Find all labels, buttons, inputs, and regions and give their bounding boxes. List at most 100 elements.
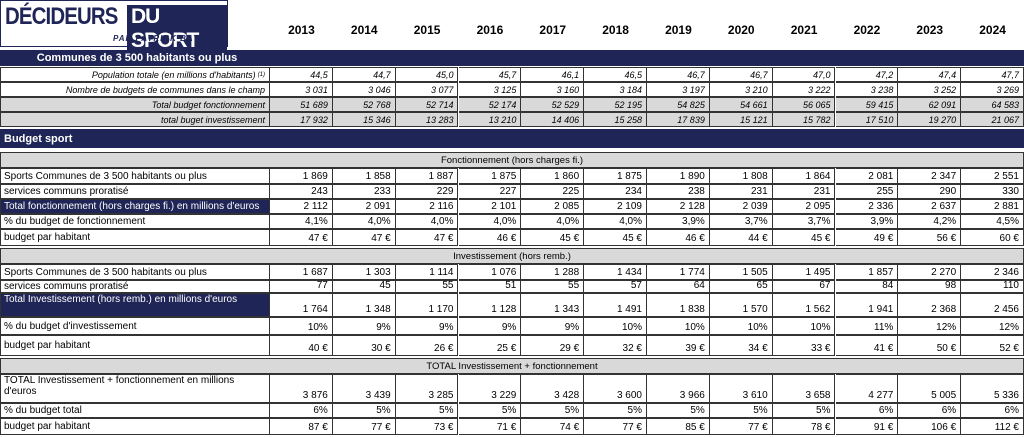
cell: 106 € (898, 418, 962, 435)
cell: 47,4 (898, 67, 962, 82)
cell: 3 031 (270, 82, 333, 97)
row-label-text: Sports Communes de 3 500 habitants ou pl… (4, 266, 207, 278)
cell: 233 (332, 184, 396, 199)
cell: 5% (458, 403, 522, 418)
cell: 4,2% (898, 214, 962, 229)
cell: 330 (961, 184, 1024, 199)
cell: 1 838 (647, 293, 710, 317)
cell: 231 (772, 184, 836, 199)
cell: 45,7 (458, 67, 522, 82)
cell: 55 (395, 280, 459, 293)
cell: 1 875 (458, 168, 522, 184)
cell: 12% (898, 317, 962, 335)
cell: 1 890 (647, 168, 710, 184)
logo-text: DÉCIDEURS (5, 3, 118, 30)
cell: 1 076 (458, 264, 522, 280)
cell: 1 869 (270, 168, 333, 184)
cell: 1 774 (647, 264, 710, 280)
cell: 51 (458, 280, 522, 293)
footnote-mark: (1) (257, 71, 265, 78)
cell: 39 € (647, 335, 710, 356)
cell: 5% (647, 403, 710, 418)
cell: 49 € (835, 229, 899, 246)
row-label-text: budget par habitant (4, 340, 91, 351)
row-label-text: Total budget fonctionnement (151, 99, 265, 110)
year-header: 2018 (602, 23, 629, 37)
cell: 1 343 (521, 293, 585, 317)
cell: 44,7 (332, 67, 396, 82)
cell: 4,0% (521, 214, 585, 229)
cell: 14 406 (521, 112, 585, 127)
cell: 6% (835, 403, 899, 418)
cell: 112 € (961, 418, 1024, 435)
cell: 2 109 (584, 199, 647, 214)
cell: 45 € (521, 229, 585, 246)
cell: 54 825 (647, 97, 710, 112)
cell: 1 114 (395, 264, 459, 280)
cell: 3 610 (709, 374, 773, 403)
section-title: Communes de 3 500 habitants ou plus (36, 52, 238, 64)
year-header: 2020 (727, 23, 755, 37)
row-label: Nombre de budgets de communes dans le ch… (0, 82, 270, 97)
year-header: 2016 (476, 23, 504, 37)
cell: 59 415 (835, 97, 899, 112)
cell: 44 € (709, 229, 773, 246)
row-label-text: Population totale (en millions d'habitan… (91, 69, 256, 80)
cell: 1 434 (584, 264, 647, 280)
cell: 67 (772, 280, 836, 293)
cell: 290 (898, 184, 962, 199)
cell: 46,7 (647, 67, 710, 82)
row-label-text: % du budget total (4, 405, 82, 416)
row-label: Total fonctionnement (hors charges fi.) … (0, 199, 270, 214)
cell: 1 941 (835, 293, 899, 317)
section-title: Budget sport (4, 132, 73, 145)
row-label-text: TOTAL Investissement + fonctionnement en… (4, 375, 235, 397)
cell: 255 (835, 184, 899, 199)
cell: 57 (584, 280, 647, 293)
cell: 2 085 (521, 199, 585, 214)
cell: 238 (647, 184, 710, 199)
cell: 5% (709, 403, 773, 418)
row-label-text: budget par habitant (4, 232, 91, 243)
cell: 33 € (772, 335, 836, 356)
year-header: 2023 (916, 23, 944, 37)
cell: 5 336 (961, 374, 1024, 403)
cell: 5% (772, 403, 836, 418)
cell: 44,5 (270, 67, 333, 82)
cell: 52 714 (395, 97, 459, 112)
cell: 15 121 (709, 112, 773, 127)
subsection-header: Fonctionnement (hors charges fi.) (0, 152, 1024, 168)
cell: 1 857 (835, 264, 899, 280)
cell: 50 € (898, 335, 962, 356)
cell: 10% (647, 317, 710, 335)
cell: 77 € (709, 418, 773, 435)
cell: 110 (961, 280, 1024, 293)
cell: 3 046 (332, 82, 396, 97)
cell: 10% (584, 317, 647, 335)
cell: 52 195 (584, 97, 647, 112)
cell: 1 570 (709, 293, 773, 317)
cell: 56 065 (772, 97, 836, 112)
row-label: % du budget d'investissement (0, 317, 270, 335)
cell: 9% (521, 317, 585, 335)
cell: 60 € (961, 229, 1024, 246)
cell: 45 € (772, 229, 836, 246)
cell: 225 (521, 184, 585, 199)
cell: 47,7 (961, 67, 1024, 82)
cell: 1 170 (395, 293, 459, 317)
cell: 91 € (835, 418, 899, 435)
cell: 231 (709, 184, 773, 199)
cell: 2 116 (395, 199, 459, 214)
year-header: 2014 (350, 23, 378, 37)
cell: 3 125 (458, 82, 522, 97)
row-label: budget par habitant (0, 418, 270, 435)
cell: 9% (395, 317, 459, 335)
cell: 2 039 (709, 199, 773, 214)
cell: 64 (647, 280, 710, 293)
cell: 98 (898, 280, 962, 293)
cell: 74 € (521, 418, 585, 435)
year-header: 2013 (288, 23, 315, 37)
cell: 56 € (898, 229, 962, 246)
cell: 15 258 (584, 112, 647, 127)
cell: 3 428 (521, 374, 585, 403)
